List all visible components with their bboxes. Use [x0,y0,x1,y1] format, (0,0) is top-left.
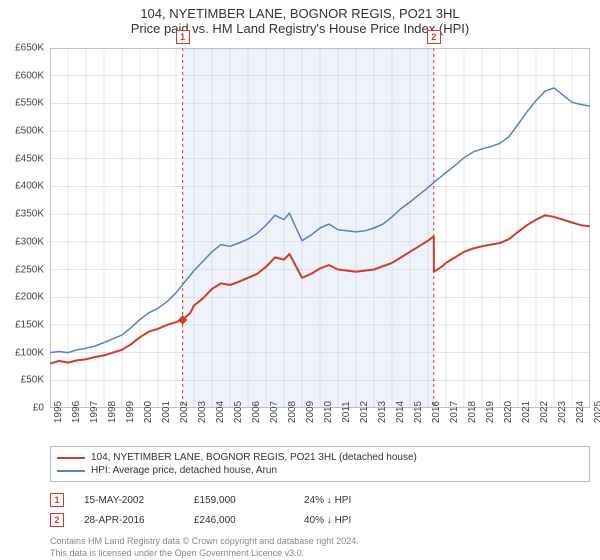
transaction-marker: 1 [50,493,64,507]
x-tick-label: 2007 [269,401,280,423]
y-tick-label: £250K [15,264,44,275]
y-tick-label: £550K [15,98,44,109]
y-tick-label: £100K [15,347,44,358]
y-tick-label: £600K [15,70,44,81]
y-tick-label: £450K [15,153,44,164]
transaction-date: 15-MAY-2002 [84,495,174,506]
x-tick-label: 2005 [233,401,244,423]
x-tick-label: 2023 [557,401,568,423]
legend-swatch [57,470,85,472]
chart-container: 104, NYETIMBER LANE, BOGNOR REGIS, PO21 … [0,0,600,560]
footnote: Contains HM Land Registry data © Crown c… [50,536,590,559]
x-tick-label: 2013 [377,401,388,423]
x-tick-label: 2020 [503,401,514,423]
transaction-row: 1 15-MAY-2002 £159,000 24% ↓ HPI [50,490,590,510]
transaction-date: 28-APR-2016 [84,515,174,526]
transaction-price: £159,000 [194,495,284,506]
legend-label: HPI: Average price, detached house, Arun [91,465,277,476]
x-tick-label: 2012 [359,401,370,423]
x-tick-label: 1997 [89,401,100,423]
x-tick-label: 2017 [449,401,460,423]
x-tick-label: 1996 [71,401,82,423]
transaction-price: £246,000 [194,515,284,526]
y-tick-label: £400K [15,181,44,192]
legend-item: HPI: Average price, detached house, Arun [57,464,583,477]
x-axis: 1995199619971998199920002001200220032004… [50,410,590,446]
title-block: 104, NYETIMBER LANE, BOGNOR REGIS, PO21 … [0,0,600,36]
x-tick-label: 2021 [521,401,532,423]
x-tick-label: 2011 [341,401,352,423]
plot-area: 12 [50,48,590,408]
legend-label: 104, NYETIMBER LANE, BOGNOR REGIS, PO21 … [91,452,417,463]
x-tick-label: 2024 [575,401,586,423]
y-tick-label: £500K [15,126,44,137]
plot-svg [50,48,590,408]
y-tick-label: £0 [33,403,44,414]
x-tick-label: 2004 [215,401,226,423]
y-tick-label: £350K [15,209,44,220]
x-tick-label: 2002 [179,401,190,423]
footnote-line: This data is licensed under the Open Gov… [50,548,590,560]
x-tick-label: 2016 [431,401,442,423]
transaction-delta: 40% ↓ HPI [304,515,394,526]
legend-item: 104, NYETIMBER LANE, BOGNOR REGIS, PO21 … [57,451,583,464]
x-tick-label: 2019 [485,401,496,423]
x-tick-label: 2001 [161,401,172,423]
x-tick-label: 2010 [323,401,334,423]
x-tick-label: 1995 [53,401,64,423]
x-tick-label: 2022 [539,401,550,423]
x-tick-label: 2003 [197,401,208,423]
legend-box: 104, NYETIMBER LANE, BOGNOR REGIS, PO21 … [50,446,590,482]
x-tick-label: 2025 [593,401,600,423]
y-tick-label: £50K [21,375,44,386]
chart-title: 104, NYETIMBER LANE, BOGNOR REGIS, PO21 … [0,6,600,21]
transaction-row: 2 28-APR-2016 £246,000 40% ↓ HPI [50,510,590,530]
chart-subtitle: Price paid vs. HM Land Registry's House … [0,21,600,36]
transaction-table: 1 15-MAY-2002 £159,000 24% ↓ HPI 2 28-APR-201… [50,490,590,530]
y-tick-label: £200K [15,292,44,303]
transaction-delta: 24% ↓ HPI [304,495,394,506]
x-tick-label: 2006 [251,401,262,423]
marker-label: 1 [176,30,190,44]
x-tick-label: 1998 [107,401,118,423]
legend-block: 104, NYETIMBER LANE, BOGNOR REGIS, PO21 … [50,446,590,559]
legend-swatch [57,457,85,459]
x-tick-label: 2009 [305,401,316,423]
marker-label: 2 [427,30,441,44]
x-tick-label: 2014 [395,401,406,423]
x-tick-label: 1999 [125,401,136,423]
y-tick-label: £150K [15,319,44,330]
x-tick-label: 2018 [467,401,478,423]
x-tick-label: 2015 [413,401,424,423]
footnote-line: Contains HM Land Registry data © Crown c… [50,536,590,548]
y-tick-label: £650K [15,43,44,54]
transaction-marker: 2 [50,513,64,527]
x-tick-label: 2008 [287,401,298,423]
x-tick-label: 2000 [143,401,154,423]
y-axis: £0£50K£100K£150K£200K£250K£300K£350K£400… [0,48,48,408]
y-tick-label: £300K [15,236,44,247]
